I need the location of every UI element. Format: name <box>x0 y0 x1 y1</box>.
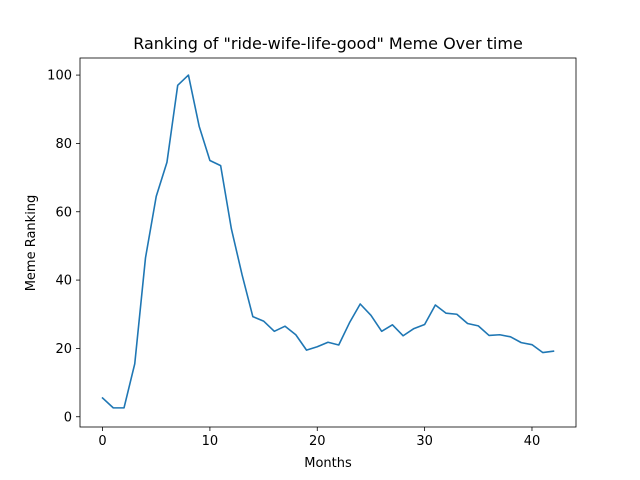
plot-area <box>79 57 577 428</box>
y-tick-label: 0 <box>64 410 72 425</box>
x-tick-label: 0 <box>98 434 106 449</box>
plot-frame <box>79 57 577 428</box>
chart-title: Ranking of "ride-wife-life-good" Meme Ov… <box>133 34 523 53</box>
x-tick-label: 40 <box>524 434 541 449</box>
x-tick-label: 30 <box>416 434 433 449</box>
y-tick-label: 60 <box>55 205 72 220</box>
x-tick-label: 10 <box>202 434 219 449</box>
x-axis: 0 10 20 30 40 <box>98 427 540 449</box>
y-tick-label: 80 <box>55 137 72 152</box>
y-axis: 0 20 40 60 80 100 <box>47 69 80 425</box>
y-axis-label: Meme Ranking <box>24 195 39 292</box>
series-line <box>101 74 555 409</box>
y-tick-label: 100 <box>47 69 72 84</box>
x-axis-label: Months <box>304 456 352 471</box>
y-tick-label: 40 <box>55 274 72 289</box>
series-layer <box>101 74 555 409</box>
y-tick-label: 20 <box>55 342 72 357</box>
x-tick-label: 20 <box>309 434 326 449</box>
